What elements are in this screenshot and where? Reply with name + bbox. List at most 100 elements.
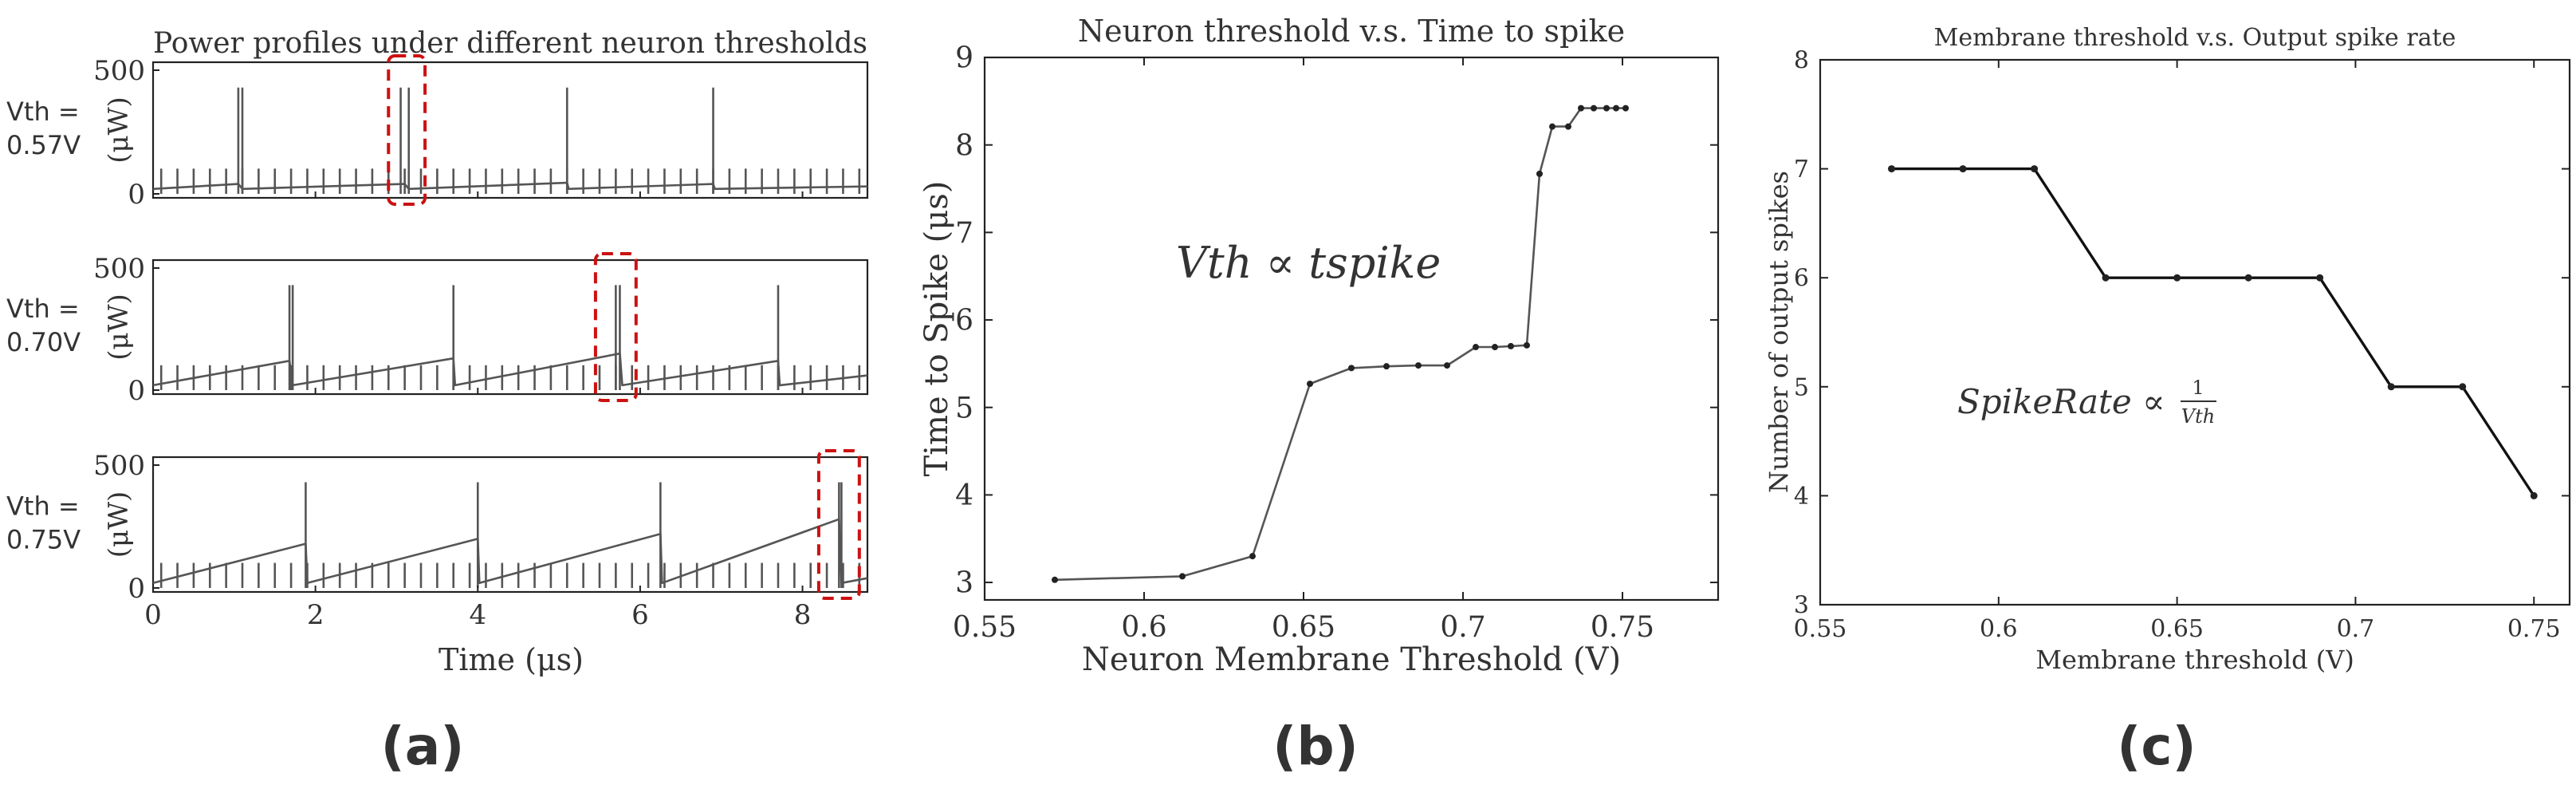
data-point (1415, 362, 1422, 369)
x-tick-label: 0.6 (1980, 615, 2018, 643)
y-tick-label: 3 (1794, 592, 1809, 620)
panel-a: Power profiles under different neuron th… (6, 27, 869, 777)
subplot-frame (151, 258, 869, 396)
panel-c-annotation-main: SpikeRate ∝ (1957, 382, 2165, 421)
data-point (2173, 274, 2181, 282)
membrane-ramp (152, 352, 868, 387)
membrane-ramp (152, 181, 868, 191)
x-tick-label: 0.55 (953, 611, 1017, 644)
x-tick-label: 6 (631, 599, 649, 631)
y-tick-label: 8 (955, 129, 973, 162)
panel-b-annotation: Vth ∝ tspike (1176, 238, 1441, 288)
x-tick-label: 4 (469, 599, 486, 631)
subplot-frame (151, 456, 869, 594)
y-tick-label: 6 (1794, 265, 1809, 293)
panel-c-xlabel: Membrane threshold (V) (2035, 645, 2354, 675)
y-unit-label: (μW) (103, 491, 135, 558)
x-tick-label: 0.6 (1121, 611, 1166, 644)
x-tick-label: 0.75 (1591, 611, 1654, 644)
x-tick-label: 0.65 (1272, 611, 1335, 644)
subplot-frame (151, 61, 869, 199)
y-tick-label: 500 (93, 55, 145, 87)
y-tick-label: 500 (93, 253, 145, 285)
x-tick-label: 0.65 (2150, 615, 2204, 643)
panel-b-plot-frame (983, 56, 1720, 602)
y-tick-label: 9 (955, 42, 973, 75)
data-point (1524, 341, 1530, 349)
highlight-box (387, 54, 427, 206)
panel-c-title: Membrane threshold v.s. Output spike rat… (1934, 24, 2456, 52)
series-line (1891, 167, 2535, 497)
panel-c-caption: (c) (2117, 716, 2196, 777)
y-tick-label: 4 (1794, 483, 1809, 511)
panel-c-series (1888, 165, 2538, 499)
data-point (2031, 165, 2039, 173)
y-tick-label: 0 (128, 179, 145, 211)
data-point (2459, 383, 2467, 391)
vth-value: 0.57V (6, 130, 81, 160)
data-point (1307, 381, 1313, 388)
y-tick-label: 3 (955, 567, 973, 600)
y-tick-label: 6 (955, 305, 973, 337)
data-point (1591, 105, 1597, 112)
y-unit-label: (μW) (103, 294, 135, 361)
data-point (1444, 362, 1450, 369)
data-point (1249, 553, 1256, 560)
data-point (2244, 274, 2252, 282)
data-point (2530, 491, 2538, 499)
data-point (1959, 165, 1967, 173)
data-point (1179, 573, 1186, 580)
x-tick-label: 8 (794, 599, 812, 631)
x-tick-label: 0.75 (2507, 615, 2561, 643)
data-point (1603, 105, 1610, 112)
y-unit-label: (μW) (103, 97, 135, 164)
panel-b-ylabel: Time to Spike (μs) (918, 181, 955, 477)
y-tick-label: 5 (955, 392, 973, 424)
panel-b: Neuron threshold v.s. Time to spike Neur… (918, 14, 1720, 777)
y-tick-label: 500 (93, 450, 145, 482)
data-point (1492, 344, 1498, 351)
panel-b-series (1052, 105, 1629, 583)
y-tick-label: 8 (1794, 47, 1809, 75)
data-point (1565, 123, 1571, 130)
data-point (2102, 274, 2110, 282)
panel-c-ylabel: Number of output spikes (1764, 171, 1794, 493)
vth-value: 0.70V (6, 327, 81, 357)
panel-c-annotation-denominator: Vth (2181, 405, 2215, 428)
vth-label: Vth = (6, 294, 80, 324)
data-point (1052, 576, 1058, 583)
data-point (1549, 123, 1555, 130)
data-point (1888, 165, 1896, 173)
x-tick-label: 0.55 (1794, 615, 1847, 643)
panel-c-plot-frame (1819, 58, 2571, 606)
data-point (1473, 344, 1479, 351)
x-tick-label: 0 (144, 599, 162, 631)
y-tick-label: 7 (955, 217, 973, 250)
panel-a-xlabel: Time (μs) (439, 642, 584, 677)
subplot-vth-057: 0 500 (μW) Vth =0.57V (6, 54, 869, 211)
x-tick-label: 2 (307, 599, 324, 631)
panel-a-caption: (a) (381, 716, 465, 777)
y-tick-label: 7 (1794, 156, 1809, 183)
data-point (1508, 342, 1514, 349)
x-tick-label: 0.7 (2337, 615, 2375, 643)
y-tick-label: 5 (1794, 373, 1809, 401)
panel-b-caption: (b) (1272, 716, 1359, 777)
data-point (2387, 383, 2395, 391)
y-tick-label: 0 (128, 375, 145, 407)
membrane-ramp (152, 518, 868, 585)
series-line (1054, 107, 1626, 582)
data-point (1348, 365, 1355, 372)
panel-b-ticks: 0.55 0.6 0.65 0.7 0.75 3 4 5 6 7 8 9 (953, 42, 1718, 644)
y-tick-label: 4 (955, 479, 973, 512)
subplot-vth-075: 0 500 (μW) Vth =0.75V 0 2 4 6 8 (6, 449, 869, 631)
panel-c-annotation: SpikeRate ∝ 1 Vth (1957, 377, 2216, 428)
subplot-vth-070: 0 500 (μW) Vth =0.70V (6, 252, 869, 407)
panel-a-title: Power profiles under different neuron th… (153, 27, 867, 60)
vth-label: Vth = (6, 491, 80, 522)
panel-b-xlabel: Neuron Membrane Threshold (V) (1082, 641, 1621, 678)
data-point (2316, 274, 2324, 282)
panel-b-title: Neuron threshold v.s. Time to spike (1078, 14, 1625, 49)
data-point (1383, 363, 1390, 370)
